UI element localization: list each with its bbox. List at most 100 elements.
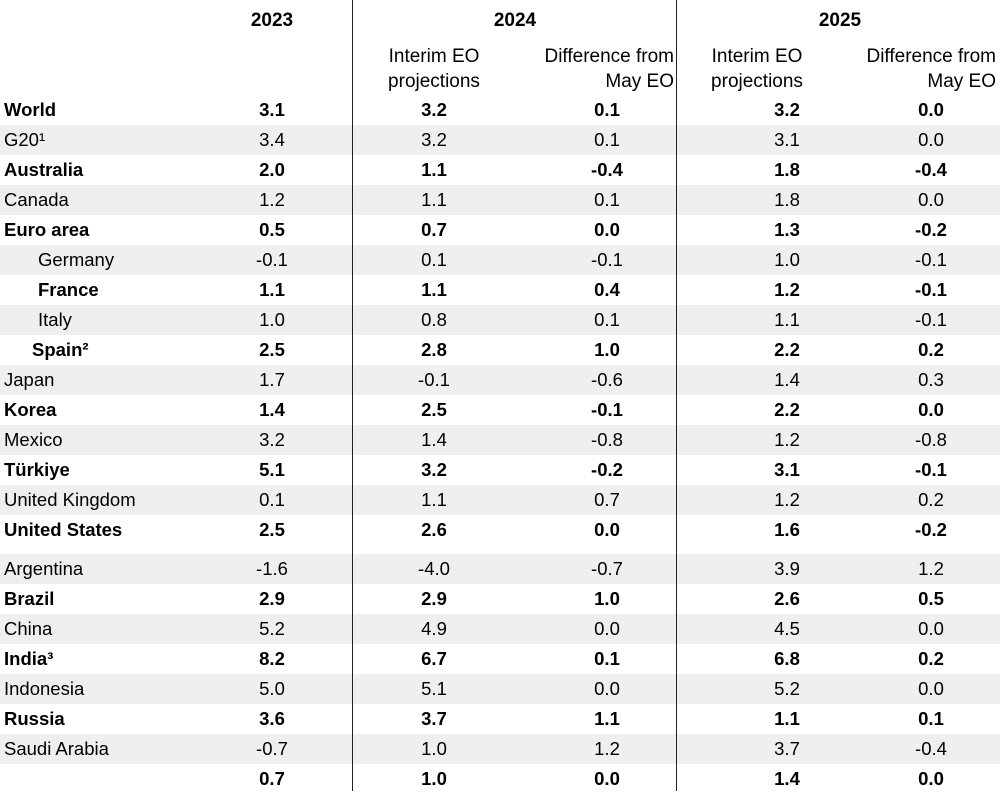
country-name: Mexico bbox=[4, 429, 63, 450]
value-cell: 3.7 bbox=[421, 708, 447, 729]
table-row: France 1.1 1.1 0.4 1.2 -0.1 bbox=[0, 275, 1000, 305]
country-name: G20¹ bbox=[4, 129, 46, 150]
table-row: G20¹ 3.4 3.2 0.1 3.1 0.0 bbox=[0, 125, 1000, 155]
country-name: Russia bbox=[4, 708, 65, 729]
table-row: United States 2.5 2.6 0.0 1.6 -0.2 bbox=[0, 515, 1000, 545]
value-cell: 1.0 bbox=[259, 309, 285, 330]
value-cell: -0.7 bbox=[591, 558, 623, 579]
value-cell: 2.0 bbox=[259, 159, 285, 180]
value-cell: 0.7 bbox=[594, 489, 620, 510]
value-cell: -1.6 bbox=[256, 558, 288, 579]
country-name: Canada bbox=[4, 189, 69, 210]
year-2024-header: 2024 bbox=[493, 10, 537, 31]
value-cell: 4.9 bbox=[421, 618, 447, 639]
value-cell: 5.1 bbox=[421, 678, 447, 699]
table-row: Australia 2.0 1.1 -0.4 1.8 -0.4 bbox=[0, 155, 1000, 185]
value-cell: 2.6 bbox=[421, 519, 447, 540]
country-name: Australia bbox=[4, 159, 84, 180]
value-cell: 0.0 bbox=[918, 99, 944, 120]
country-name: China bbox=[4, 618, 53, 639]
table-row: Mexico 3.2 1.4 -0.8 1.2 -0.8 bbox=[0, 425, 1000, 455]
value-cell: 0.7 bbox=[259, 768, 285, 789]
table-row: 0.7 1.0 0.0 1.4 0.0 bbox=[0, 764, 1000, 794]
value-cell: 3.4 bbox=[259, 129, 285, 150]
value-cell: -0.6 bbox=[591, 369, 623, 390]
value-cell: 2.6 bbox=[774, 588, 800, 609]
interim-eo-2025-header: Interim EO projections bbox=[711, 46, 803, 92]
value-cell: 1.0 bbox=[774, 249, 800, 270]
country-name: Japan bbox=[4, 369, 55, 390]
value-cell: 0.0 bbox=[918, 618, 944, 639]
value-cell: 0.1 bbox=[594, 99, 620, 120]
table-row: India³ 8.2 6.7 0.1 6.8 0.2 bbox=[0, 644, 1000, 674]
value-cell: 5.2 bbox=[774, 678, 800, 699]
table-row: Russia 3.6 3.7 1.1 1.1 0.1 bbox=[0, 704, 1000, 734]
value-cell: 0.0 bbox=[594, 219, 620, 240]
value-cell: -0.1 bbox=[256, 249, 288, 270]
table-row: China 5.2 4.9 0.0 4.5 0.0 bbox=[0, 614, 1000, 644]
country-name: Euro area bbox=[4, 219, 90, 240]
value-cell: 0.0 bbox=[918, 399, 944, 420]
value-cell: 5.2 bbox=[259, 618, 285, 639]
value-cell: 0.5 bbox=[918, 588, 944, 609]
value-cell: -0.2 bbox=[915, 519, 947, 540]
value-cell: 0.7 bbox=[421, 219, 447, 240]
value-cell: -0.7 bbox=[256, 738, 288, 759]
value-cell: 2.9 bbox=[259, 588, 285, 609]
table-row: United Kingdom 0.1 1.1 0.7 1.2 0.2 bbox=[0, 485, 1000, 515]
value-cell: 3.7 bbox=[774, 738, 800, 759]
value-cell: -0.1 bbox=[591, 399, 623, 420]
value-cell: 0.3 bbox=[918, 369, 944, 390]
table-row: Korea 1.4 2.5 -0.1 2.2 0.0 bbox=[0, 395, 1000, 425]
value-cell: 8.2 bbox=[259, 648, 285, 669]
table-row: Spain² 2.5 2.8 1.0 2.2 0.2 bbox=[0, 335, 1000, 365]
value-cell: 1.1 bbox=[421, 279, 447, 300]
value-cell: 5.1 bbox=[259, 459, 285, 480]
value-cell: 2.5 bbox=[259, 339, 285, 360]
value-cell: 1.2 bbox=[259, 189, 285, 210]
country-name: Spain² bbox=[32, 339, 89, 360]
value-cell: 1.3 bbox=[774, 219, 800, 240]
value-cell: 0.2 bbox=[918, 339, 944, 360]
column-divider-2024 bbox=[352, 0, 353, 791]
year-2023-header: 2023 bbox=[250, 10, 294, 31]
country-name: France bbox=[38, 279, 99, 300]
interim-eo-2024-header: Interim EO projections bbox=[388, 46, 480, 92]
value-cell: 1.4 bbox=[259, 399, 285, 420]
value-cell: 0.1 bbox=[594, 648, 620, 669]
table-row: Indonesia 5.0 5.1 0.0 5.2 0.0 bbox=[0, 674, 1000, 704]
value-cell: 1.0 bbox=[594, 588, 620, 609]
country-name: United Kingdom bbox=[4, 489, 136, 510]
value-cell: 0.0 bbox=[918, 678, 944, 699]
value-cell: 0.1 bbox=[918, 708, 944, 729]
value-cell: 0.0 bbox=[594, 519, 620, 540]
value-cell: 1.2 bbox=[774, 279, 800, 300]
difference-2024-header: Difference from May EO bbox=[544, 46, 674, 92]
table-row: Argentina -1.6 -4.0 -0.7 3.9 1.2 bbox=[0, 554, 1000, 584]
value-cell: 2.2 bbox=[774, 339, 800, 360]
value-cell: 1.1 bbox=[774, 708, 800, 729]
value-cell: 1.1 bbox=[774, 309, 800, 330]
value-cell: 0.2 bbox=[918, 489, 944, 510]
value-cell: 1.1 bbox=[421, 489, 447, 510]
value-cell: 1.2 bbox=[774, 489, 800, 510]
value-cell: 1.2 bbox=[774, 429, 800, 450]
value-cell: 1.0 bbox=[421, 738, 447, 759]
country-name: Germany bbox=[38, 249, 115, 270]
value-cell: 0.1 bbox=[594, 309, 620, 330]
table-row: Japan 1.7 -0.1 -0.6 1.4 0.3 bbox=[0, 365, 1000, 395]
value-cell: 3.2 bbox=[774, 99, 800, 120]
country-name: Indonesia bbox=[4, 678, 85, 699]
value-cell: -0.4 bbox=[915, 738, 947, 759]
difference-2025-header: Difference from May EO bbox=[866, 46, 996, 92]
value-cell: 0.2 bbox=[918, 648, 944, 669]
table-row: World 3.1 3.2 0.1 3.2 0.0 bbox=[0, 95, 1000, 125]
value-cell: 3.1 bbox=[259, 99, 285, 120]
country-name: Saudi Arabia bbox=[4, 738, 109, 759]
value-cell: 4.5 bbox=[774, 618, 800, 639]
value-cell: 3.6 bbox=[259, 708, 285, 729]
value-cell: 0.0 bbox=[594, 678, 620, 699]
value-cell: 1.1 bbox=[421, 189, 447, 210]
value-cell: 2.8 bbox=[421, 339, 447, 360]
value-cell: 3.2 bbox=[421, 99, 447, 120]
